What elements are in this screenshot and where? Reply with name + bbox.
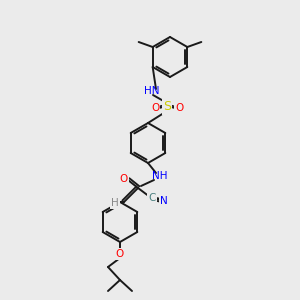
Text: NH: NH	[152, 171, 168, 181]
Text: C: C	[148, 193, 156, 203]
Text: O: O	[175, 103, 183, 113]
Text: O: O	[151, 103, 159, 113]
Text: O: O	[120, 174, 128, 184]
Text: O: O	[116, 249, 124, 259]
Text: HN: HN	[144, 86, 160, 96]
Text: H: H	[111, 198, 119, 208]
Text: S: S	[163, 100, 171, 113]
Text: N: N	[160, 196, 168, 206]
